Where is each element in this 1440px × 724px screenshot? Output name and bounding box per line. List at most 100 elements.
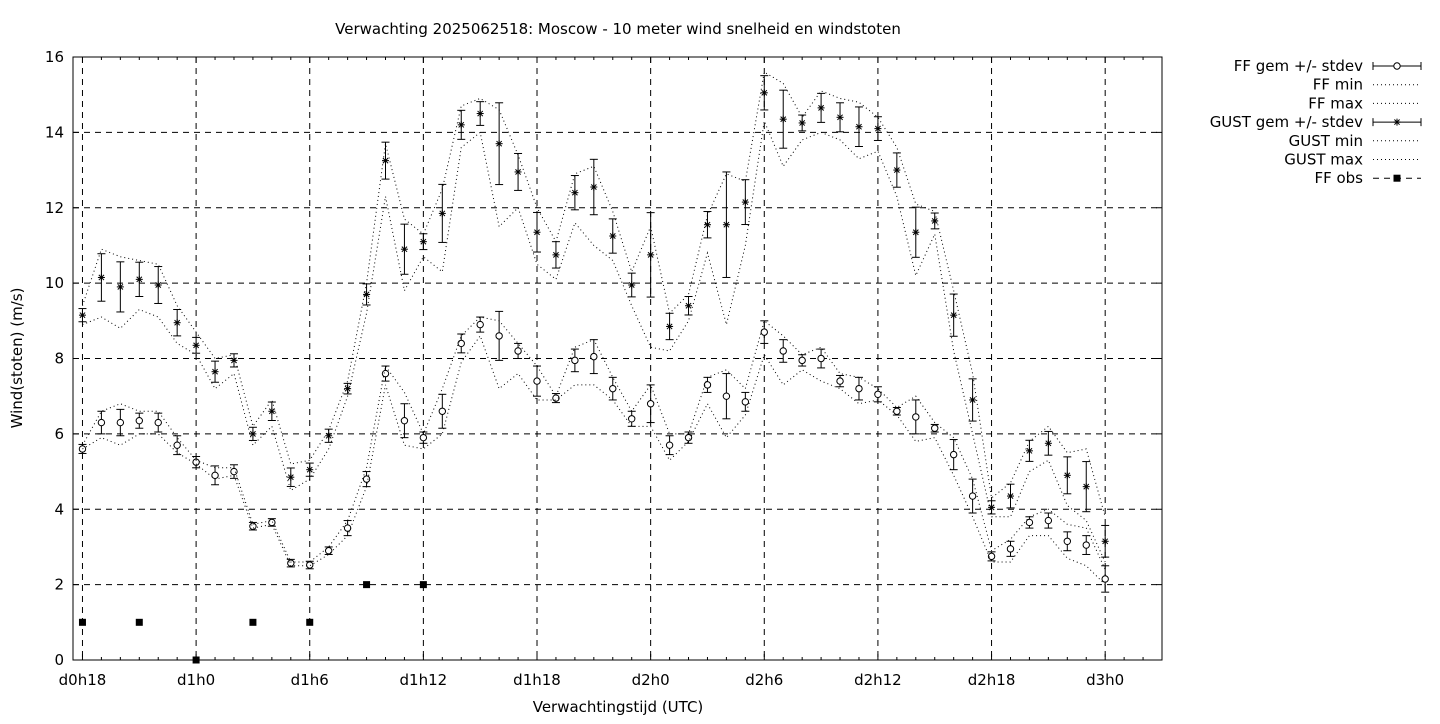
legend-marker	[1393, 118, 1401, 126]
data-point	[571, 356, 579, 365]
star-stroke	[193, 342, 200, 349]
series-line	[82, 119, 1106, 563]
data-point	[969, 396, 977, 404]
data-point	[533, 228, 541, 236]
legend-entry: GUST min	[1289, 132, 1421, 150]
star-stroke	[742, 199, 749, 206]
data-point	[173, 319, 181, 327]
star-stroke	[666, 323, 673, 330]
data-point	[893, 407, 901, 415]
data-point	[211, 471, 219, 480]
star-stroke	[837, 114, 843, 121]
data-point	[1044, 439, 1052, 447]
data-point	[817, 354, 825, 363]
data-point	[438, 407, 447, 415]
star-stroke	[1045, 440, 1052, 447]
star-stroke	[704, 221, 711, 228]
star-stroke	[780, 116, 787, 123]
star-stroke	[79, 312, 86, 319]
star-stroke	[874, 125, 881, 132]
star-stroke	[552, 251, 559, 258]
star-stroke	[325, 432, 332, 439]
data-point	[306, 561, 314, 569]
axis-layer: 0 2 4 6 8 10 12 14 16 d0h18 d1h0 d1h6 d1h12 d1h18 d2h0…	[45, 48, 1163, 689]
y-tick-label: 14	[45, 123, 64, 141]
x-tick-label: d1h18	[513, 671, 561, 689]
data-point	[855, 123, 863, 131]
x-tick-label: d1h12	[400, 671, 448, 689]
data-point	[154, 281, 162, 289]
data-point	[722, 221, 730, 229]
legend-marker	[1393, 174, 1401, 182]
star-stroke	[534, 229, 540, 236]
legend-label: GUST gem +/- stdev	[1210, 113, 1363, 131]
star-stroke	[155, 282, 162, 288]
data-point	[362, 475, 371, 483]
y-axis-label: Wind(stoten) (m/s)	[8, 288, 26, 429]
series-4	[82, 119, 1106, 563]
legend-entry: FF gem +/- stdev	[1234, 57, 1422, 75]
series-1	[82, 334, 1106, 585]
y-tick-label: 2	[54, 576, 64, 594]
data-point	[135, 618, 143, 626]
star-stroke	[458, 121, 465, 128]
star-stroke	[969, 397, 976, 403]
data-point	[779, 347, 787, 355]
data-point	[950, 311, 958, 319]
data-point	[514, 347, 522, 355]
data-point	[268, 407, 276, 415]
data-point	[419, 581, 427, 589]
star-stroke	[1064, 472, 1071, 479]
data-point	[646, 400, 655, 408]
data-point	[438, 209, 446, 217]
data-point	[931, 424, 939, 432]
data-point	[893, 166, 901, 174]
star-stroke	[306, 466, 313, 473]
x-tick-label: d2h0	[632, 671, 670, 689]
data-point	[988, 503, 996, 511]
star-stroke	[249, 430, 256, 437]
data-point	[1025, 447, 1033, 455]
star-stroke	[420, 238, 427, 245]
y-tick-label: 16	[45, 48, 64, 66]
data-point	[154, 418, 162, 427]
star-stroke	[1026, 447, 1033, 454]
data-point	[1006, 492, 1014, 500]
data-point	[514, 168, 522, 176]
star-stroke	[212, 368, 218, 375]
star-stroke	[1394, 119, 1400, 126]
data-point	[1101, 575, 1109, 583]
data-point	[306, 618, 314, 626]
data-point	[116, 283, 124, 291]
series-3	[78, 75, 1110, 558]
data-point	[1044, 516, 1053, 525]
data-point	[325, 432, 333, 440]
star-stroke	[723, 221, 730, 228]
legend-label: FF min	[1313, 76, 1363, 94]
data-point	[665, 441, 674, 449]
star-stroke	[117, 283, 124, 290]
data-point	[400, 416, 409, 425]
star-stroke	[515, 168, 522, 175]
data-point	[685, 302, 693, 310]
data-point	[684, 433, 693, 442]
legend-label: GUST min	[1289, 132, 1363, 150]
star-stroke	[1007, 493, 1014, 500]
data-point	[419, 433, 428, 442]
data-point	[97, 418, 106, 427]
data-point	[609, 232, 617, 240]
data-point	[1063, 537, 1072, 545]
y-tick-label: 6	[54, 425, 64, 443]
x-tick-label: d0h18	[59, 671, 107, 689]
data-point	[135, 275, 143, 283]
data-point	[1025, 518, 1034, 527]
series-0	[78, 310, 1110, 593]
chart-title: Verwachting 2025062518: Moscow - 10 mete…	[335, 20, 901, 38]
legend-label: FF max	[1308, 94, 1363, 112]
data-point	[476, 320, 484, 329]
data-point	[419, 238, 427, 246]
data-point	[836, 113, 844, 121]
star-stroke	[1083, 483, 1090, 490]
data-point	[666, 322, 674, 330]
